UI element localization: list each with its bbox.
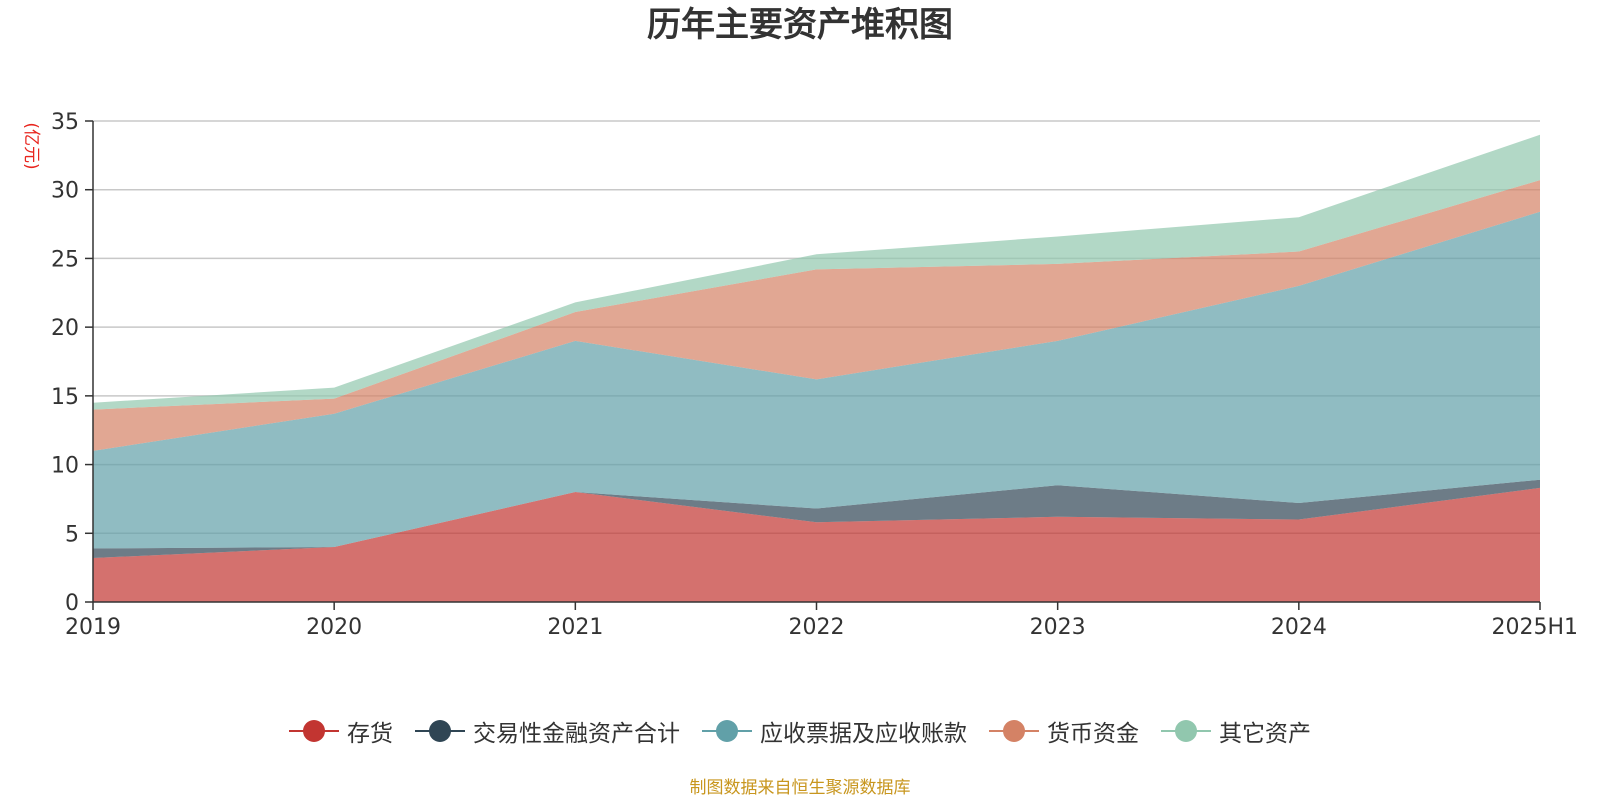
y-tick-label: 10 [51, 454, 79, 479]
data-point [331, 385, 337, 391]
area-series-3 [93, 211, 1540, 549]
area-series-2 [93, 479, 1540, 559]
legend-item[interactable]: 交易性金融资产合计 [415, 714, 680, 748]
area-series-4 [93, 180, 1540, 451]
legend-dot-icon [1003, 720, 1025, 742]
legend-label: 存货 [347, 721, 393, 747]
legend-label: 其它资产 [1219, 721, 1311, 747]
legend-dot-icon [1175, 720, 1197, 742]
source-note: 制图数据来自恒生聚源数据库 [689, 778, 911, 798]
legend-item[interactable]: 其它资产 [1161, 714, 1311, 748]
y-axis-unit-label: (亿元) [21, 122, 41, 169]
x-tick-label: 2025H1 [1491, 615, 1578, 640]
data-point [1055, 233, 1061, 239]
y-tick-label: 25 [51, 247, 79, 272]
x-tick-label: 2020 [306, 615, 362, 640]
legend-dot-icon [303, 720, 325, 742]
area-series-1 [93, 487, 1540, 602]
chart-title: 历年主要资产堆积图 [647, 5, 953, 45]
data-point [814, 251, 820, 257]
legend-item[interactable]: 货币资金 [989, 714, 1139, 748]
legend-item[interactable]: 应收票据及应收账款 [702, 714, 967, 748]
legend-marker-icon [702, 718, 752, 744]
x-tick-label: 2021 [547, 615, 603, 640]
y-tick-label: 30 [51, 179, 79, 204]
legend: 存货 交易性金融资产合计 应收票据及应收账款 货币资金 其它资产 [0, 714, 1600, 748]
legend-label: 货币资金 [1047, 721, 1139, 747]
y-tick-label: 15 [51, 385, 79, 410]
legend-label: 应收票据及应收账款 [760, 721, 967, 747]
x-tick-label: 2024 [1271, 615, 1327, 640]
legend-marker-icon [289, 718, 339, 744]
legend-dot-icon [429, 720, 451, 742]
data-point [1537, 132, 1543, 138]
x-tick-label: 2022 [789, 615, 845, 640]
x-tick-label: 2019 [65, 615, 121, 640]
legend-marker-icon [415, 718, 465, 744]
legend-marker-icon [1161, 718, 1211, 744]
legend-marker-icon [989, 718, 1039, 744]
legend-item[interactable]: 存货 [289, 714, 393, 748]
y-tick-label: 20 [51, 316, 79, 341]
data-point [572, 299, 578, 305]
y-tick-label: 5 [65, 522, 79, 547]
y-tick-label: 0 [65, 591, 79, 616]
x-tick-label: 2023 [1030, 615, 1086, 640]
data-point [1296, 214, 1302, 220]
legend-label: 交易性金融资产合计 [473, 721, 680, 747]
legend-dot-icon [716, 720, 738, 742]
y-tick-label: 35 [51, 110, 79, 135]
